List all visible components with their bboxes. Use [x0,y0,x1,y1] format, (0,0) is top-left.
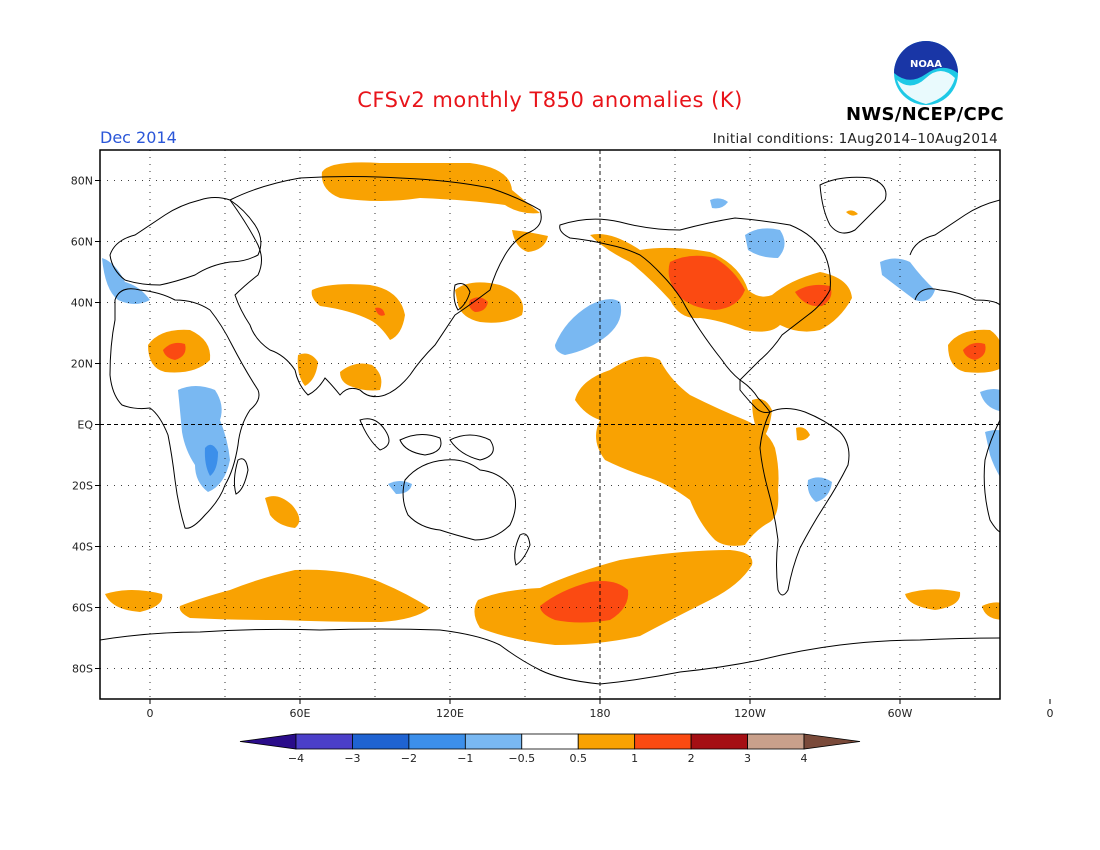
colorbar-label: −4 [288,752,304,765]
colorbar-label: 1 [631,752,638,765]
latitude-label: 80S [72,663,93,676]
warm-anomaly-central-asia [311,284,405,340]
colorbar-segment [408,733,466,750]
cool-anomaly-europe-east [880,258,935,302]
warm-anomaly-tibet [375,307,385,316]
coastline-europe-east-copy [909,199,1000,256]
colorbar-label: 0.5 [569,752,587,765]
coastline-greenland [819,176,887,234]
colorbar-label: −3 [344,752,360,765]
colorbar-segment [577,733,636,750]
valid-month-label: Dec 2014 [100,128,177,147]
colorbar-label: 4 [801,752,808,765]
cool-anomaly-canada-arctic [710,198,728,209]
longitude-label: 60W [888,707,913,720]
coastline-south-america [759,408,850,596]
cool-anomaly-west-africa-edge [980,389,1000,412]
longitude-label: 180 [590,707,611,720]
latitude-label: 60S [72,602,93,615]
warm-anomaly-brazil [796,427,810,441]
cool-anomaly-east-africa [178,386,230,492]
warm-anomaly-south-atlantic [105,590,163,612]
colorbar-segment [747,733,805,750]
warm-anomaly-west-pacific [455,282,524,323]
warm-anomaly-west-north-america-core [668,255,745,310]
graticule [95,150,1051,704]
coastline-north-america [559,217,831,381]
longitude-label: 0 [1047,707,1054,720]
latitude-label: 80N [71,175,93,188]
warm-anomaly-south-atlantic-east [905,589,961,610]
coastlines [100,176,1000,685]
latitude-label: 20N [71,358,93,371]
cool-anomaly-iberia [102,258,150,304]
latitude-label: 20S [72,480,93,493]
warm-anomaly-arctic-siberia [321,162,540,214]
colorbar-segment [690,733,748,750]
longitude-labels: 0 60E 120E 180 120W 60W 0 [147,707,1054,720]
coastline-japan [453,283,471,311]
longitude-label: 120W [734,707,766,720]
warm-anomaly-south-pacific-core [540,581,629,623]
map-frame [99,149,1001,700]
colorbar-segment [352,733,410,750]
coastline-africa-east-copy [914,288,1000,533]
latitude-labels: 80N 60N 40N 20N EQ 20S 40S 60S 80S [71,175,94,676]
colorbar: −4 −3 −2 −1 −0.5 0.5 1 2 3 4 [239,733,861,765]
warm-anomaly-south-indian-belt [179,569,430,622]
coastline-maritime-continent [359,418,494,461]
colorbar-segment [634,733,692,750]
colorbar-label: −0.5 [508,752,535,765]
coastline-africa [109,288,260,529]
colorbar-label: 2 [688,752,695,765]
coastline-asia [229,176,542,398]
latitude-label: 40S [72,541,93,554]
latitude-label: EQ [77,419,93,432]
agency-label: NWS/NCEP/CPC [846,104,1005,125]
colorbar-segment [464,733,523,750]
colorbar-label: −2 [401,752,417,765]
longitude-label: 0 [147,707,154,720]
colorbar-segment [521,733,579,750]
colorbar-high-arrow [803,733,861,750]
colorbar-label: 3 [744,752,751,765]
cool-anomaly-indonesia [388,481,412,494]
warm-anomaly-japan-core [469,297,488,312]
warm-anomaly-se-asia [340,363,382,391]
latitude-label: 40N [71,297,93,310]
map-title: CFSv2 monthly T850 anomalies (K) [357,88,743,112]
colorbar-segment [295,733,353,750]
coastline-madagascar [233,458,249,495]
warm-anomaly-india [297,353,318,386]
cool-anomaly-south-america [807,477,832,502]
warm-anomaly-greenland [846,210,858,216]
cool-anomaly-north-pacific [555,299,622,355]
coastline-new-zealand [514,533,531,566]
noaa-logo-icon: NOAA [894,41,958,105]
warm-anomaly-south-indian-ocean [265,496,300,528]
warm-anomaly-sahara-east-core [963,342,986,360]
warm-anomaly-south-atlantic-edge [982,602,1000,620]
coastline-europe [109,197,262,286]
colorbar-label: −1 [457,752,473,765]
warm-anomaly-bering [512,230,548,252]
warm-anomaly-east-pacific [575,356,779,546]
cool-anomaly-gulf-guinea-edge [985,430,1000,477]
coastline-australia [402,459,516,541]
warm-anomaly-sahara-core [163,342,186,360]
coastline-antarctica [100,628,1000,685]
cool-anomaly-east-africa-core [204,444,218,476]
longitude-label: 60E [290,707,311,720]
latitude-label: 60N [71,236,93,249]
colorbar-low-arrow [239,733,297,750]
logo-text: NOAA [910,59,942,70]
initial-conditions-label: Initial conditions: 1Aug2014–10Aug2014 [712,131,998,147]
cool-anomaly-hudson-bay [745,228,785,258]
longitude-label: 120E [436,707,464,720]
